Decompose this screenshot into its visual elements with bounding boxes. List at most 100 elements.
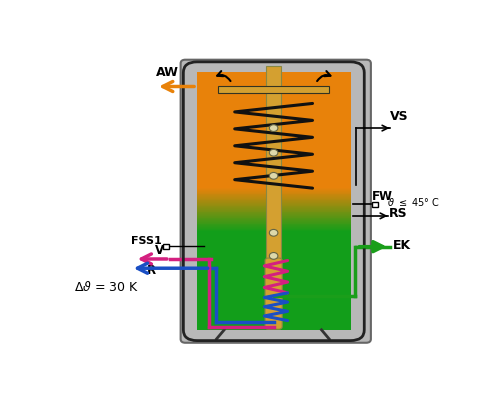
Text: $\vartheta$ $\leq$ 45° C: $\vartheta$ $\leq$ 45° C [386,196,439,208]
Bar [196,158,350,159]
Bar [196,109,350,110]
Bar [196,276,350,278]
Bar [196,240,350,242]
Bar [196,278,350,279]
Bar [196,97,350,98]
Bar [196,144,350,146]
Bar [196,110,350,111]
Bar [196,249,350,250]
Bar [196,192,350,194]
Bar [196,251,350,253]
Bar [196,328,350,329]
Bar [196,261,350,262]
Bar [196,74,350,76]
Bar [196,320,350,321]
Bar [196,152,350,153]
Bar [196,98,350,99]
Bar [196,317,350,319]
Bar [196,318,350,320]
Bar [196,296,350,297]
Bar [196,311,350,313]
Bar [196,98,350,100]
Bar [196,259,350,260]
FancyBboxPatch shape [180,60,370,343]
Bar [196,210,350,212]
Bar [196,161,350,163]
Bar [196,292,350,293]
Bar [196,316,350,317]
Bar [196,304,350,305]
Bar [196,325,350,326]
Bar [196,242,350,243]
Bar [196,85,350,86]
Bar [196,182,350,183]
Bar [196,147,350,148]
Bar [196,100,350,101]
Bar [196,118,350,120]
Text: VS: VS [389,110,407,123]
Bar [196,184,350,185]
Bar [266,66,281,327]
Bar [196,244,350,246]
Bar [196,281,350,283]
Bar [196,86,350,87]
Bar [196,226,350,228]
Bar [196,198,350,200]
Bar [196,126,350,128]
Bar [196,88,350,90]
Bar [196,141,350,142]
Bar [196,148,350,149]
Bar [196,188,350,189]
Bar [196,79,350,80]
Bar [196,231,350,232]
Bar [196,306,350,308]
Text: AW: AW [156,66,179,79]
Bar [196,207,350,208]
Bar [196,166,350,168]
Bar [196,124,350,126]
Bar [196,201,350,202]
Bar [196,292,350,294]
Bar [196,103,350,104]
Bar [196,209,350,211]
Bar [196,165,350,166]
Bar [196,124,350,125]
Bar [196,100,350,102]
Bar [196,274,350,275]
Text: R: R [146,264,155,277]
Bar [196,168,350,170]
Bar [196,238,350,239]
Bar [196,282,350,284]
Bar [196,160,350,162]
Bar [196,135,350,136]
Bar [196,80,350,82]
Bar [196,239,350,241]
Bar [196,258,350,260]
Bar [196,315,350,316]
Bar [196,256,350,258]
Bar [196,208,350,210]
Bar [196,162,350,164]
Bar [196,160,350,161]
Bar [196,108,350,110]
Bar [196,90,350,92]
Bar [196,106,350,107]
Bar [196,208,350,209]
Bar [196,216,350,218]
Bar [196,120,350,122]
Bar [196,167,350,169]
Circle shape [269,125,278,132]
Bar [196,257,350,259]
Bar [196,92,350,93]
Bar [196,132,350,134]
Bar [196,273,350,274]
Bar [196,186,350,188]
Circle shape [269,172,278,179]
Bar [196,303,350,304]
Bar [196,307,350,308]
Bar [196,130,350,132]
Circle shape [269,252,278,259]
Text: V: V [154,244,163,257]
Bar [196,190,350,191]
Bar [196,225,350,226]
